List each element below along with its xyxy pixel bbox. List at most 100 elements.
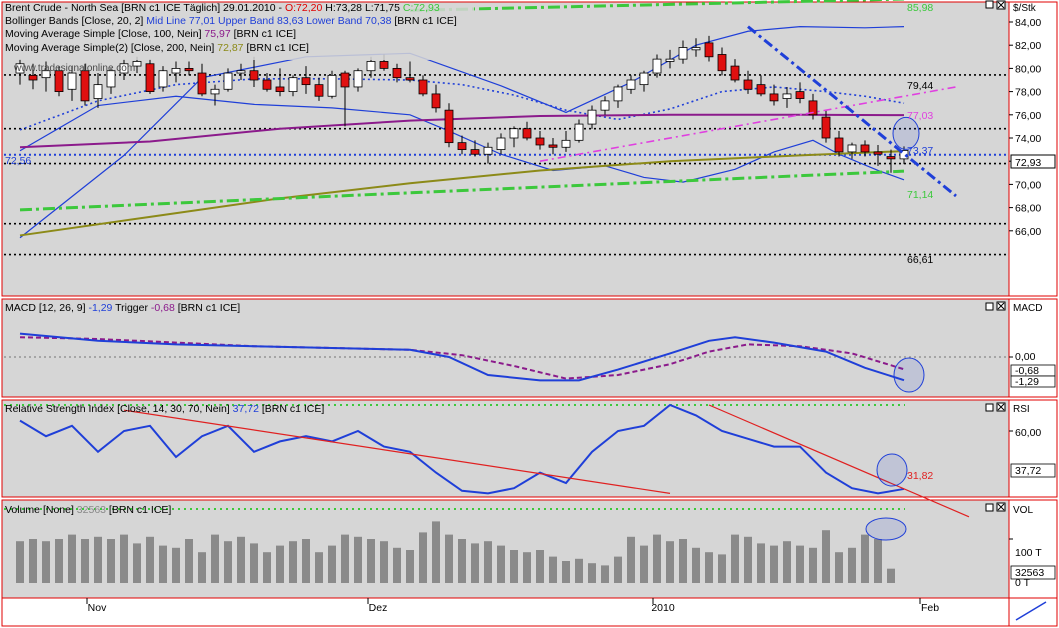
close-icon-cross[interactable] bbox=[997, 403, 1005, 411]
macd-value-box bbox=[1010, 375, 1056, 388]
volume-bar bbox=[120, 534, 128, 583]
maximize-icon[interactable] bbox=[985, 0, 994, 9]
candle-down bbox=[821, 116, 831, 139]
volume-bar bbox=[42, 541, 50, 583]
close-icon-cross[interactable] bbox=[997, 503, 1005, 511]
price-axis-unit: $/Stk bbox=[1013, 3, 1037, 14]
magenta-trendline bbox=[539, 86, 957, 162]
volume-bar bbox=[250, 543, 258, 583]
candle-down bbox=[379, 61, 389, 69]
candle-down bbox=[457, 142, 467, 150]
rsi-window-controls[interactable] bbox=[985, 402, 1006, 412]
macd-value: -1,29 bbox=[1015, 376, 1039, 388]
candle-down bbox=[184, 68, 194, 72]
candle-up bbox=[366, 61, 376, 72]
volume-window-controls[interactable] bbox=[985, 502, 1006, 512]
green-channel-lower bbox=[19, 169, 905, 212]
volume-bar bbox=[432, 521, 440, 583]
candle-down bbox=[431, 93, 441, 109]
volume-bar bbox=[185, 539, 193, 583]
volume-bar bbox=[289, 541, 297, 583]
price-tick-label: 68,00 bbox=[1015, 203, 1041, 215]
candle-down bbox=[249, 70, 259, 81]
candle-up bbox=[509, 128, 519, 139]
rsi-value-box bbox=[1010, 463, 1056, 478]
candle-down bbox=[392, 68, 402, 79]
legend-part: -0,68 bbox=[151, 302, 175, 314]
volume-bar bbox=[497, 545, 505, 583]
legend-part: MACD [12, 26, 9] bbox=[5, 302, 88, 314]
candle-up bbox=[665, 58, 675, 62]
close-icon[interactable] bbox=[996, 0, 1006, 10]
close-icon[interactable] bbox=[996, 301, 1006, 311]
volume-bar bbox=[55, 539, 63, 583]
legend-part: [BRN c1 ICE] bbox=[259, 403, 324, 415]
candle-up bbox=[93, 84, 103, 99]
volume-bar bbox=[133, 543, 141, 583]
volume-bar bbox=[94, 536, 102, 583]
volume-axis-label: VOL bbox=[1013, 505, 1033, 516]
volume-bar bbox=[770, 545, 778, 583]
close-icon[interactable] bbox=[996, 502, 1006, 512]
legend-line-1: Bollinger Bands [Close, 20, 2] Mid Line … bbox=[5, 15, 457, 27]
resize-grip-line[interactable] bbox=[1015, 601, 1047, 621]
maximize-icon[interactable] bbox=[985, 403, 994, 412]
close-icon[interactable] bbox=[996, 402, 1006, 412]
last-value-label: 72,93 bbox=[1015, 157, 1041, 169]
candle-up bbox=[613, 86, 623, 102]
macd-legend: MACD [12, 26, 9] -1,29 Trigger -0,68 [BR… bbox=[5, 302, 240, 314]
highlight-circle-rsi bbox=[876, 453, 908, 487]
volume-bar bbox=[146, 536, 154, 583]
sma100-line bbox=[19, 113, 905, 149]
legend-part: 75,97 bbox=[204, 28, 230, 40]
macd-line bbox=[19, 332, 905, 382]
legend-part: Trigger bbox=[112, 302, 151, 314]
volume-bar bbox=[68, 534, 76, 583]
price-annotation: 72,56 bbox=[5, 155, 31, 167]
candle-up bbox=[782, 93, 792, 99]
candle-up bbox=[288, 77, 298, 93]
price-window-controls[interactable] bbox=[985, 0, 1006, 10]
candle-down bbox=[444, 109, 454, 144]
volume-bar bbox=[211, 534, 219, 583]
candle-down bbox=[860, 144, 870, 153]
candle-down bbox=[275, 86, 285, 92]
macd-axis-label: MACD bbox=[1013, 303, 1042, 314]
volume-bar bbox=[666, 541, 674, 583]
maximize-icon[interactable] bbox=[985, 302, 994, 311]
legend-part: Bollinger Bands [Close, 20, 2] bbox=[5, 15, 146, 27]
overlays: 85,98 79,44 77,03 73,37 72,56 71,14 66,61 31,82 bbox=[5, 0, 970, 541]
volume-bar bbox=[445, 534, 453, 583]
candle-up bbox=[691, 47, 701, 51]
maximize-icon[interactable] bbox=[985, 503, 994, 512]
close-icon-cross[interactable] bbox=[997, 302, 1005, 310]
price-tick-label: 80,00 bbox=[1015, 63, 1041, 75]
volume-bar bbox=[861, 534, 869, 583]
volume-bar bbox=[276, 545, 284, 583]
candle-up bbox=[41, 70, 51, 79]
volume-bar bbox=[354, 536, 362, 583]
macd-window-controls[interactable] bbox=[985, 301, 1006, 311]
volume-bar bbox=[614, 556, 622, 583]
candle-up bbox=[223, 72, 233, 90]
corner-box bbox=[1008, 597, 1058, 627]
candle-up bbox=[496, 137, 506, 150]
candle-down bbox=[54, 70, 64, 93]
sma200-line bbox=[19, 150, 905, 237]
volume-bar bbox=[848, 547, 856, 583]
volume-tick-label: 0 T bbox=[1015, 577, 1031, 589]
volume-bar bbox=[822, 530, 830, 583]
legend-line-0: Brent Crude - North Sea [BRN c1 ICE Tägl… bbox=[5, 2, 440, 14]
rsi-trendline bbox=[708, 404, 970, 518]
close-icon-cross[interactable] bbox=[997, 1, 1005, 9]
legend-part: [BRN c1 ICE] bbox=[244, 42, 309, 54]
volume-bar bbox=[16, 541, 24, 583]
candle-down bbox=[756, 84, 766, 95]
candle-up bbox=[236, 70, 246, 74]
candle-down bbox=[262, 79, 272, 90]
volume-bar bbox=[653, 534, 661, 583]
volume-bar bbox=[549, 556, 557, 583]
volume-bar bbox=[640, 545, 648, 583]
